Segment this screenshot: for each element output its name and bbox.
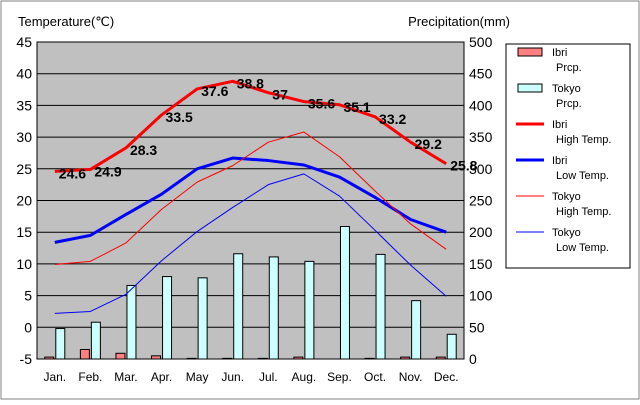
precipitation-tick-label: 100: [469, 288, 493, 304]
precipitation-bar: [435, 356, 446, 360]
temperature-tick-label: 5: [24, 288, 32, 304]
month-tick-label: Nov.: [399, 370, 423, 384]
precipitation-bar: [233, 253, 244, 360]
precipitation-bar: [90, 321, 101, 360]
month-tick-label: Jul.: [259, 370, 278, 384]
precipitation-tick-label: 50: [469, 319, 485, 335]
legend-label: Ibri High Temp.: [552, 119, 611, 146]
month-tick-label: Jun.: [221, 370, 244, 384]
legend-swatch: [517, 47, 543, 57]
temperature-tick-labels: -5 0 5 10 15 20 25 30 35 40 45: [16, 34, 32, 367]
temperature-tick-label: 45: [16, 34, 32, 50]
data-label: 24.6: [59, 165, 86, 181]
legend-swatch: [517, 83, 543, 93]
data-label: 35.1: [343, 99, 370, 115]
data-label: 37: [272, 87, 288, 103]
precipitation-bar: [151, 355, 162, 360]
precipitation-tick-label: 500: [469, 34, 493, 50]
data-label: 33.2: [379, 111, 406, 127]
month-tick-labels: Jan. Feb. Mar. Apr. May Jun. Jul. Aug. Sep. Oct. N…: [43, 370, 458, 384]
precipitation-bar: [162, 276, 173, 360]
legend-label: Ibri Low Temp.: [552, 155, 609, 182]
precipitation-bar: [411, 300, 422, 360]
temperature-tick-label: 0: [24, 319, 32, 335]
precipitation-bar: [126, 284, 137, 360]
month-tick-label: Sep.: [327, 370, 352, 384]
data-label: 29.2: [415, 136, 442, 152]
precipitation-bar: [364, 357, 375, 360]
temperature-tick-label: 25: [16, 161, 32, 177]
data-label: 38.8: [237, 75, 264, 91]
precipitation-tick-label: 250: [469, 193, 493, 209]
precipitation-bar: [186, 357, 197, 360]
precipitation-bar: [446, 333, 457, 360]
precipitation-bar: [115, 352, 126, 360]
precipitation-bar: [197, 277, 208, 360]
precipitation-bar: [304, 260, 315, 360]
month-tick-label: Apr.: [151, 370, 172, 384]
temperature-series-line: [54, 173, 447, 314]
legend-label: Tokyo Prcp.: [552, 83, 582, 110]
grid-lines: [37, 73, 464, 328]
precipitation-tick-label: 150: [469, 256, 493, 272]
precipitation-tick-label: 300: [469, 161, 493, 177]
precipitation-bar: [79, 348, 90, 360]
data-label: 33.5: [166, 109, 193, 125]
data-label: 37.6: [201, 83, 228, 99]
precipitation-tick-label: 350: [469, 129, 493, 145]
legend: Ibri Prcp. Tokyo Prcp. Ibri High Temp. Ibri Low…: [516, 47, 611, 254]
precipitation-tick-label: 200: [469, 224, 493, 240]
precipitation-bar: [222, 357, 233, 360]
month-tick-label: Oct.: [364, 370, 386, 384]
precipitation-bar: [293, 356, 304, 360]
data-labels: 24.6 24.9 28.3 33.5 37.6 38.8 37 35.6 35.1 33.2 29…: [59, 75, 478, 181]
precipitation-bar: [375, 253, 386, 360]
temperature-tick-label: 35: [16, 97, 32, 113]
left-axis-title: Temperature(℃): [18, 14, 114, 29]
legend-label: Ibri Prcp.: [552, 47, 582, 74]
precipitation-tick-label: 450: [469, 66, 493, 82]
month-tick-label: Aug.: [292, 370, 317, 384]
precipitation-tick-label: 0: [469, 351, 477, 367]
precipitation-tick-label: 400: [469, 97, 493, 113]
data-label: 35.6: [308, 96, 335, 112]
temperature-series-line: [54, 79, 447, 173]
month-tick-label: Mar.: [114, 370, 137, 384]
month-tick-label: Dec.: [434, 370, 459, 384]
precipitation-bar: [400, 356, 411, 360]
precipitation-tick-labels: 0 50 100 150 200 250 300 350 400 450 500: [469, 34, 493, 367]
legend-box: [505, 43, 631, 269]
temperature-series-line: [54, 131, 447, 266]
data-label: 28.3: [130, 142, 157, 158]
month-tick-label: Feb.: [78, 370, 102, 384]
precipitation-bars: [44, 225, 457, 360]
precipitation-bar: [339, 225, 350, 360]
precipitation-bar: [268, 256, 279, 360]
legend-label: Tokyo High Temp.: [552, 191, 611, 218]
legend-label: Tokyo Low Temp.: [552, 227, 609, 254]
data-label: 25.8: [450, 158, 477, 174]
temperature-lines: [54, 79, 447, 314]
temperature-tick-label: 40: [16, 66, 32, 82]
temperature-tick-label: 10: [16, 256, 32, 272]
right-axis-title: Precipitation(mm): [408, 14, 510, 29]
temperature-tick-label: 15: [16, 224, 32, 240]
data-label: 24.9: [94, 163, 121, 179]
temperature-tick-label: 20: [16, 193, 32, 209]
temperature-tick-label: 30: [16, 129, 32, 145]
temperature-tick-label: -5: [20, 351, 33, 367]
precipitation-bar: [257, 357, 268, 360]
precipitation-bar: [44, 356, 55, 360]
month-tick-label: Jan.: [43, 370, 66, 384]
temperature-series-line: [54, 156, 447, 244]
month-tick-label: May: [186, 370, 209, 384]
precipitation-bar: [55, 328, 66, 360]
